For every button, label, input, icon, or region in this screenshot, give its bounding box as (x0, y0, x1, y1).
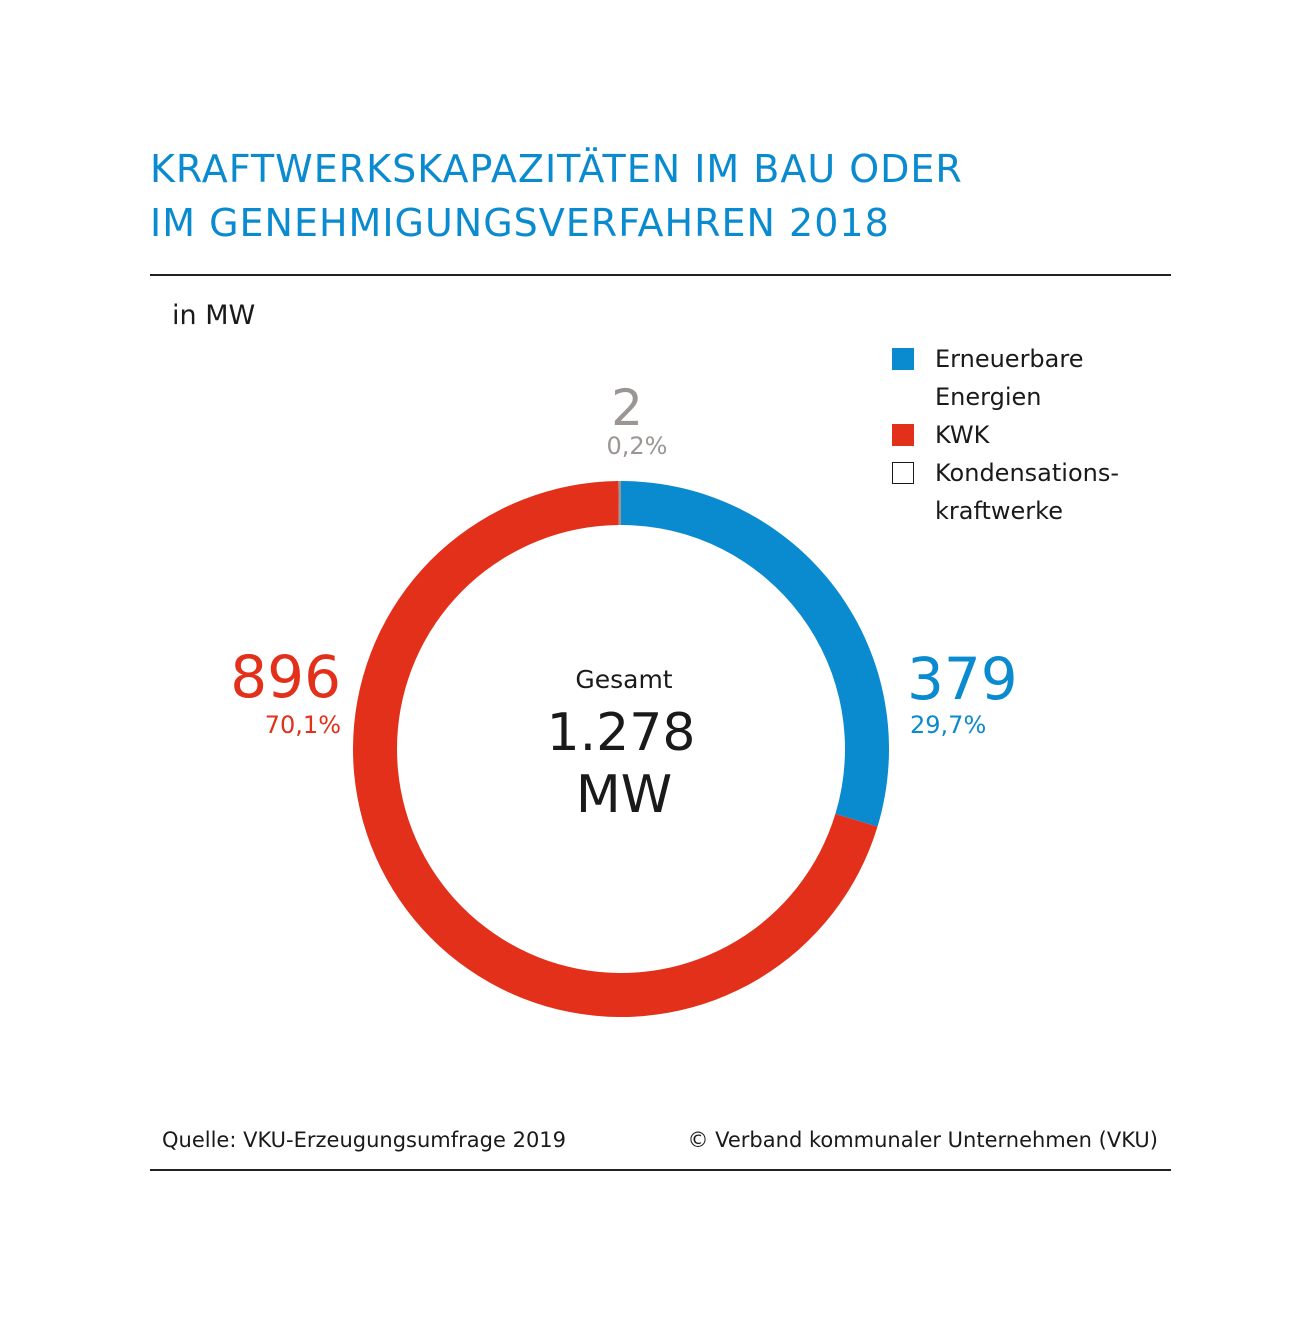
chart-legend: Erneuerbare Energien KWK Kondensations- … (892, 340, 1172, 530)
legend-swatch-kondensation (892, 462, 914, 484)
center-total-value: 1.278 (547, 703, 696, 763)
slice-value-label-kondensation: 2 (611, 379, 643, 437)
slice-percent-label-kwk: 70,1% (265, 711, 341, 739)
legend-label-erneuerbare-line1: Erneuerbare (935, 345, 1084, 373)
legend-item-kwk: KWK (892, 416, 1172, 454)
chart-title: KRAFTWERKSKAPAZITÄTEN IM BAU ODER IM GEN… (150, 142, 1170, 250)
center-total-label: Gesamt (575, 665, 672, 694)
source-note: Quelle: VKU-Erzeugungsumfrage 2019 (162, 1128, 567, 1152)
legend-label-kwk: KWK (935, 421, 990, 449)
donut-slice-kondensation (618, 481, 621, 526)
legend-label-kondensation-line2: kraftwerke (935, 497, 1063, 525)
chart-title-line-2: IM GENEHMIGUNGSVERFAHREN 2018 (150, 201, 890, 245)
legend-item-kondensation: Kondensations- kraftwerke (892, 454, 1172, 530)
slice-value-label-erneuerbare: 379 (907, 645, 1018, 713)
legend-label-erneuerbare-line2: Energien (935, 383, 1042, 411)
slice-percent-label-kondensation: 0,2% (607, 432, 668, 460)
unit-label: in MW (172, 300, 256, 331)
chart-title-line-1: KRAFTWERKSKAPAZITÄTEN IM BAU ODER (150, 147, 963, 191)
legend-label-kondensation-line1: Kondensations- (935, 459, 1119, 487)
bottom-divider (150, 1169, 1171, 1171)
legend-item-erneuerbare: Erneuerbare Energien (892, 340, 1172, 416)
slice-value-label-kwk: 896 (230, 643, 341, 711)
copyright-note: © Verband kommunaler Unternehmen (VKU) (687, 1128, 1158, 1152)
center-total-unit: MW (576, 765, 672, 825)
donut-slices (352, 481, 890, 1018)
legend-swatch-erneuerbare (892, 348, 914, 370)
slice-percent-label-erneuerbare: 29,7% (910, 711, 986, 739)
top-divider (150, 274, 1171, 276)
donut-slice-erneuerbare (621, 481, 890, 827)
legend-swatch-kwk (892, 424, 914, 446)
